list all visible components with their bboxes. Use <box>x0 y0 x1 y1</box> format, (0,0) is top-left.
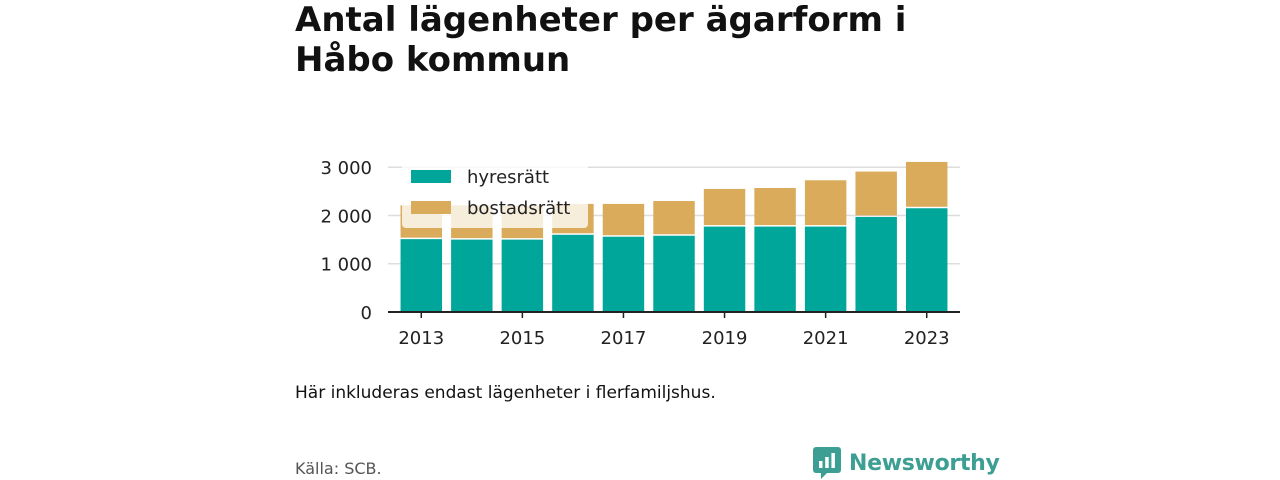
bar-hyresratt-2015 <box>501 239 544 312</box>
x-tick-label: 2019 <box>702 328 748 349</box>
legend-swatch-bostadsratt <box>411 201 451 214</box>
legend-label-bostadsratt: bostadsrätt <box>467 198 570 219</box>
bar-hyresratt-2014 <box>451 239 493 312</box>
bar-hyresratt-2020 <box>754 226 796 312</box>
bar-bostadsratt-2021 <box>804 180 847 226</box>
bar-hyresratt-2023 <box>906 208 948 312</box>
x-tick-label: 2015 <box>499 328 545 349</box>
bar-hyresratt-2017 <box>602 236 645 312</box>
legend-label-hyresratt: hyresrätt <box>467 167 549 188</box>
y-tick-label: 1 000 <box>320 255 372 276</box>
bar-bostadsratt-2023 <box>906 161 948 207</box>
bar-hyresratt-2019 <box>703 226 746 312</box>
y-axis-labels: 0 1 000 2 000 3 000 <box>320 158 372 324</box>
bar-bostadsratt-2017 <box>602 203 645 236</box>
legend: hyresrätt bostadsrätt <box>402 160 588 228</box>
brand-name: Newsworthy <box>849 450 1000 476</box>
newsworthy-logo-icon <box>813 447 841 479</box>
y-tick-label: 2 000 <box>320 206 372 227</box>
bar-hyresratt-2022 <box>855 216 897 312</box>
bar-bostadsratt-2020 <box>754 187 796 226</box>
chart-title: Antal lägenheter per ägarform i Håbo kom… <box>295 0 907 80</box>
y-tick-label: 0 <box>361 303 372 324</box>
bar-hyresratt-2013 <box>400 239 442 312</box>
bar-hyresratt-2018 <box>653 235 695 312</box>
bar-hyresratt-2021 <box>804 226 847 312</box>
bar-hyresratt-2016 <box>552 234 594 312</box>
brand-logo: Newsworthy <box>813 446 1000 480</box>
y-tick-label: 3 000 <box>320 158 372 179</box>
source-text: Källa: SCB. <box>295 459 382 478</box>
x-tick-label: 2017 <box>601 328 647 349</box>
x-tick-label: 2021 <box>803 328 849 349</box>
bar-bostadsratt-2019 <box>703 188 746 226</box>
x-tick-label: 2013 <box>398 328 444 349</box>
bar-bostadsratt-2018 <box>653 201 695 235</box>
legend-swatch-hyresratt <box>411 170 451 183</box>
x-tick-label: 2023 <box>904 328 950 349</box>
x-axis-labels: 2013 2015 2017 2019 2021 2023 <box>398 312 950 349</box>
chart-note: Här inkluderas endast lägenheter i flerf… <box>295 383 716 403</box>
bar-bostadsratt-2022 <box>855 171 897 216</box>
stacked-bar-chart: 0 1 000 2 000 3 000 2013 2015 2017 2019 2021 202… <box>320 158 960 349</box>
